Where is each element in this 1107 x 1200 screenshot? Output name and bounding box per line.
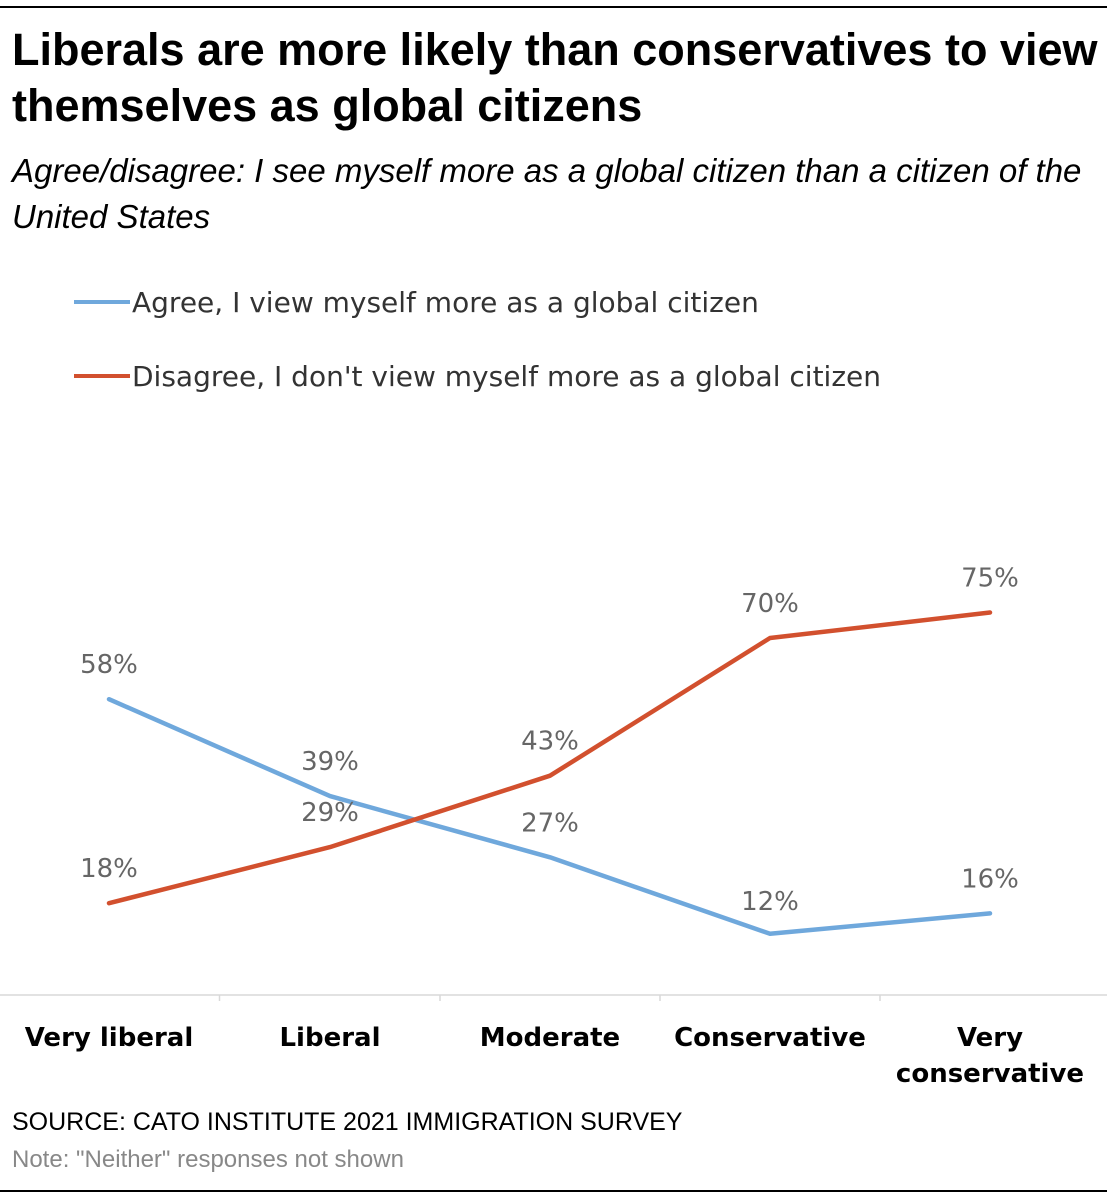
line-chart: 58% 39% 27% 12% 16% 18% 29% 43% 70% 75%: [0, 564, 1107, 1001]
bottom-rule: [0, 1190, 1107, 1192]
legend-swatch-disagree: [74, 374, 130, 378]
legend-item-disagree: Disagree, I don't view myself more as a …: [74, 356, 881, 396]
data-label: 16%: [961, 864, 1019, 894]
legend-swatch-agree: [74, 300, 130, 304]
data-label: 58%: [80, 650, 138, 680]
data-label: 39%: [301, 747, 359, 777]
series-line-agree: [106, 696, 993, 937]
x-tick-label: Liberal: [279, 1023, 381, 1053]
data-label: 18%: [80, 854, 138, 884]
data-label: 12%: [741, 887, 799, 917]
data-label: 43%: [521, 727, 579, 757]
legend-label-agree: Agree, I view myself more as a global ci…: [132, 285, 759, 319]
data-label: 29%: [301, 798, 359, 828]
chart-title: Liberals are more likely than conservati…: [12, 24, 1098, 131]
source-text: SOURCE: CATO INSTITUTE 2021 IMMIGRATION …: [12, 1108, 683, 1136]
x-tick-label: Very liberal: [24, 1023, 194, 1053]
note-text: Note: "Neither" responses not shown: [12, 1146, 404, 1173]
data-label: 70%: [741, 589, 799, 619]
x-tick-label: Moderate: [479, 1023, 621, 1053]
top-rule: [0, 6, 1107, 8]
x-tick-label: Very conservative: [895, 1023, 1085, 1089]
legend-item-agree: Agree, I view myself more as a global ci…: [74, 282, 759, 322]
data-label: 75%: [961, 564, 1019, 594]
series-line-disagree: [106, 610, 993, 906]
chart-subtitle: Agree/disagree: I see myself more as a g…: [12, 152, 1082, 235]
legend-label-disagree: Disagree, I don't view myself more as a …: [132, 359, 881, 393]
data-label: 27%: [521, 808, 579, 838]
x-tick-label: Conservative: [674, 1023, 866, 1053]
